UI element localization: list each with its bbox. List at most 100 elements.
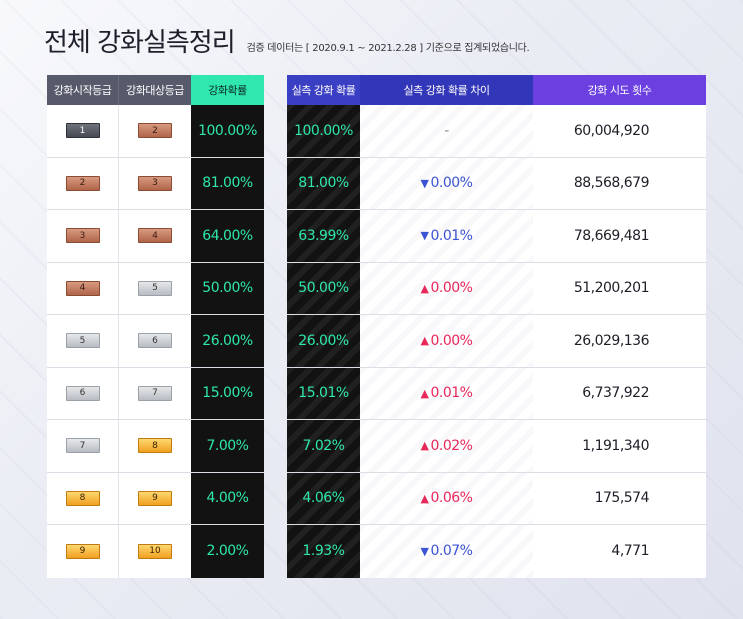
actual-probability-cell: 1.93% [287,525,360,578]
table-row: 7 8 7.00% [47,420,264,473]
page-title: 전체 강화실측정리 [44,28,236,58]
difference-value: 0.00% [430,175,473,192]
table-row: 50.00% ▲ 0.00% 51,200,201 [287,262,706,315]
header-actual-probability: 실측 강화 확률 [287,75,360,105]
grade-probability-table: 강화시작등급 강화대상등급 강화확률 1 2 100.00% 2 3 81.00% 3 4 64… [47,75,264,578]
start-grade-cell: 6 [47,367,119,419]
actual-probability-cell: 63.99% [287,210,360,262]
target-grade-cell: 7 [119,368,191,420]
target-grade-cell: 6 [119,315,191,367]
grade-badge: 4 [138,228,172,244]
difference-cell: ▲ 0.01% [360,367,533,419]
grade-badge: 7 [138,385,172,401]
triangle-down-icon: ▼ [420,229,429,243]
header-probability-difference: 실측 강화 확률 차이 [360,75,533,105]
difference-cell: ▲ 0.00% [360,262,533,314]
target-grade-cell: 4 [119,210,191,262]
triangle-up-icon: ▲ [420,386,429,400]
probability-cell: 100.00% [191,105,264,157]
triangle-up-icon: ▲ [420,334,429,348]
target-grade-cell: 8 [119,420,191,472]
actual-probability-cell: 81.00% [287,157,360,209]
target-grade-cell: 10 [119,525,191,578]
table-row: 3 4 64.00% [47,210,264,263]
start-grade-cell: 7 [47,420,119,472]
grade-badge: 9 [138,490,172,506]
header-attempt-count: 강화 시도 횟수 [533,75,706,105]
target-grade-cell: 3 [119,158,191,210]
table-row: 1 2 100.00% [47,105,264,158]
difference-cell: ▲ 0.02% [360,420,533,472]
attempt-count-cell: 78,669,481 [573,227,650,244]
actual-probability-cell: 7.02% [287,420,360,472]
difference-cell: ▲ 0.06% [360,472,533,524]
table-row: 1.93% ▼ 0.07% 4,771 [287,525,706,578]
attempt-count-cell: 51,200,201 [573,280,650,297]
table-body: 100.00% -60,004,920 81.00% ▼ 0.00% 88,568,679… [287,105,706,578]
difference-value: - [444,122,449,139]
table-row: 4.06% ▲ 0.06% 175,574 [287,472,706,525]
probability-cell: 26.00% [191,315,264,367]
actual-probability-cell: 50.00% [287,262,360,314]
grade-badge: 2 [138,123,172,139]
table-body: 1 2 100.00% 2 3 81.00% 3 4 64.00% 4 5 50.00% 5 6 26.00… [47,105,264,578]
grade-badge: 10 [138,543,172,559]
attempt-count-cell: 1,191,340 [582,437,649,454]
grade-badge: 4 [65,280,100,296]
page-subtitle: 검증 데이터는 [ 2020.9.1 ~ 2021.2.28 ] 기준으로 집계… [246,43,530,54]
difference-cell: ▼ 0.00% [360,157,533,209]
table-row: 63.99% ▼ 0.01% 78,669,481 [287,210,706,263]
difference-value: 0.01% [430,385,473,402]
probability-cell: 50.00% [191,262,264,314]
probability-cell: 15.00% [191,367,264,419]
grade-badge: 5 [138,280,172,296]
attempt-count-cell: 88,568,679 [573,175,650,192]
attempt-count-cell: 4,771 [611,543,649,560]
probability-cell: 4.00% [191,472,264,524]
table-row: 5 6 26.00% [47,315,264,368]
difference-cell: ▼ 0.01% [360,210,533,262]
page-header: 전체 강화실측정리 검증 데이터는 [ 2020.9.1 ~ 2021.2.28… [44,22,530,62]
grade-badge: 2 [65,175,100,191]
triangle-down-icon: ▼ [420,176,429,190]
header-probability: 강화확률 [191,75,264,105]
start-grade-cell: 2 [47,157,119,209]
grade-badge: 3 [138,175,172,191]
grade-badge: 5 [65,333,100,349]
attempt-count-cell: 175,574 [594,490,650,507]
difference-value: 0.07% [430,543,473,560]
table-row: 2 3 81.00% [47,157,264,210]
table-row: 81.00% ▼ 0.00% 88,568,679 [287,157,706,210]
table-row: 8 9 4.00% [47,472,264,525]
difference-value: 0.00% [430,332,473,349]
difference-cell: - [360,105,533,157]
measured-results-table: 실측 강화 확률 실측 강화 확률 차이 강화 시도 횟수 100.00% - 60… [287,75,706,578]
triangle-up-icon: ▲ [420,491,429,505]
actual-probability-cell: 4.06% [287,472,360,524]
start-grade-cell: 9 [47,525,119,578]
table-row: 9 10 2.00% [47,525,264,578]
start-grade-cell: 3 [47,210,119,262]
table-row: 15.01% ▲ 0.01% 6,737,922 [287,367,706,420]
target-grade-cell: 9 [119,473,191,525]
difference-cell: ▲ 0.00% [360,315,533,367]
grade-badge: 8 [65,490,100,506]
table-header-row: 실측 강화 확률 실측 강화 확률 차이 강화 시도 횟수 [287,75,706,105]
header-start-grade: 강화시작등급 [47,75,119,105]
grade-badge: 3 [65,228,100,244]
grade-badge: 6 [65,385,100,401]
triangle-down-icon: ▼ [420,544,429,558]
attempt-count-cell: 6,737,922 [582,385,649,402]
triangle-up-icon: ▲ [420,439,429,453]
table-row: 6 7 15.00% [47,367,264,420]
actual-probability-cell: 15.01% [287,367,360,419]
start-grade-cell: 8 [47,472,119,524]
probability-cell: 64.00% [191,210,264,262]
difference-cell: ▼ 0.07% [360,525,533,578]
grade-badge: 1 [65,123,100,139]
table-row: 26.00% ▲ 0.00% 26,029,136 [287,315,706,368]
actual-probability-cell: 26.00% [287,315,360,367]
probability-cell: 7.00% [191,420,264,472]
difference-value: 0.00% [430,280,473,297]
header-target-grade: 강화대상등급 [119,75,191,105]
